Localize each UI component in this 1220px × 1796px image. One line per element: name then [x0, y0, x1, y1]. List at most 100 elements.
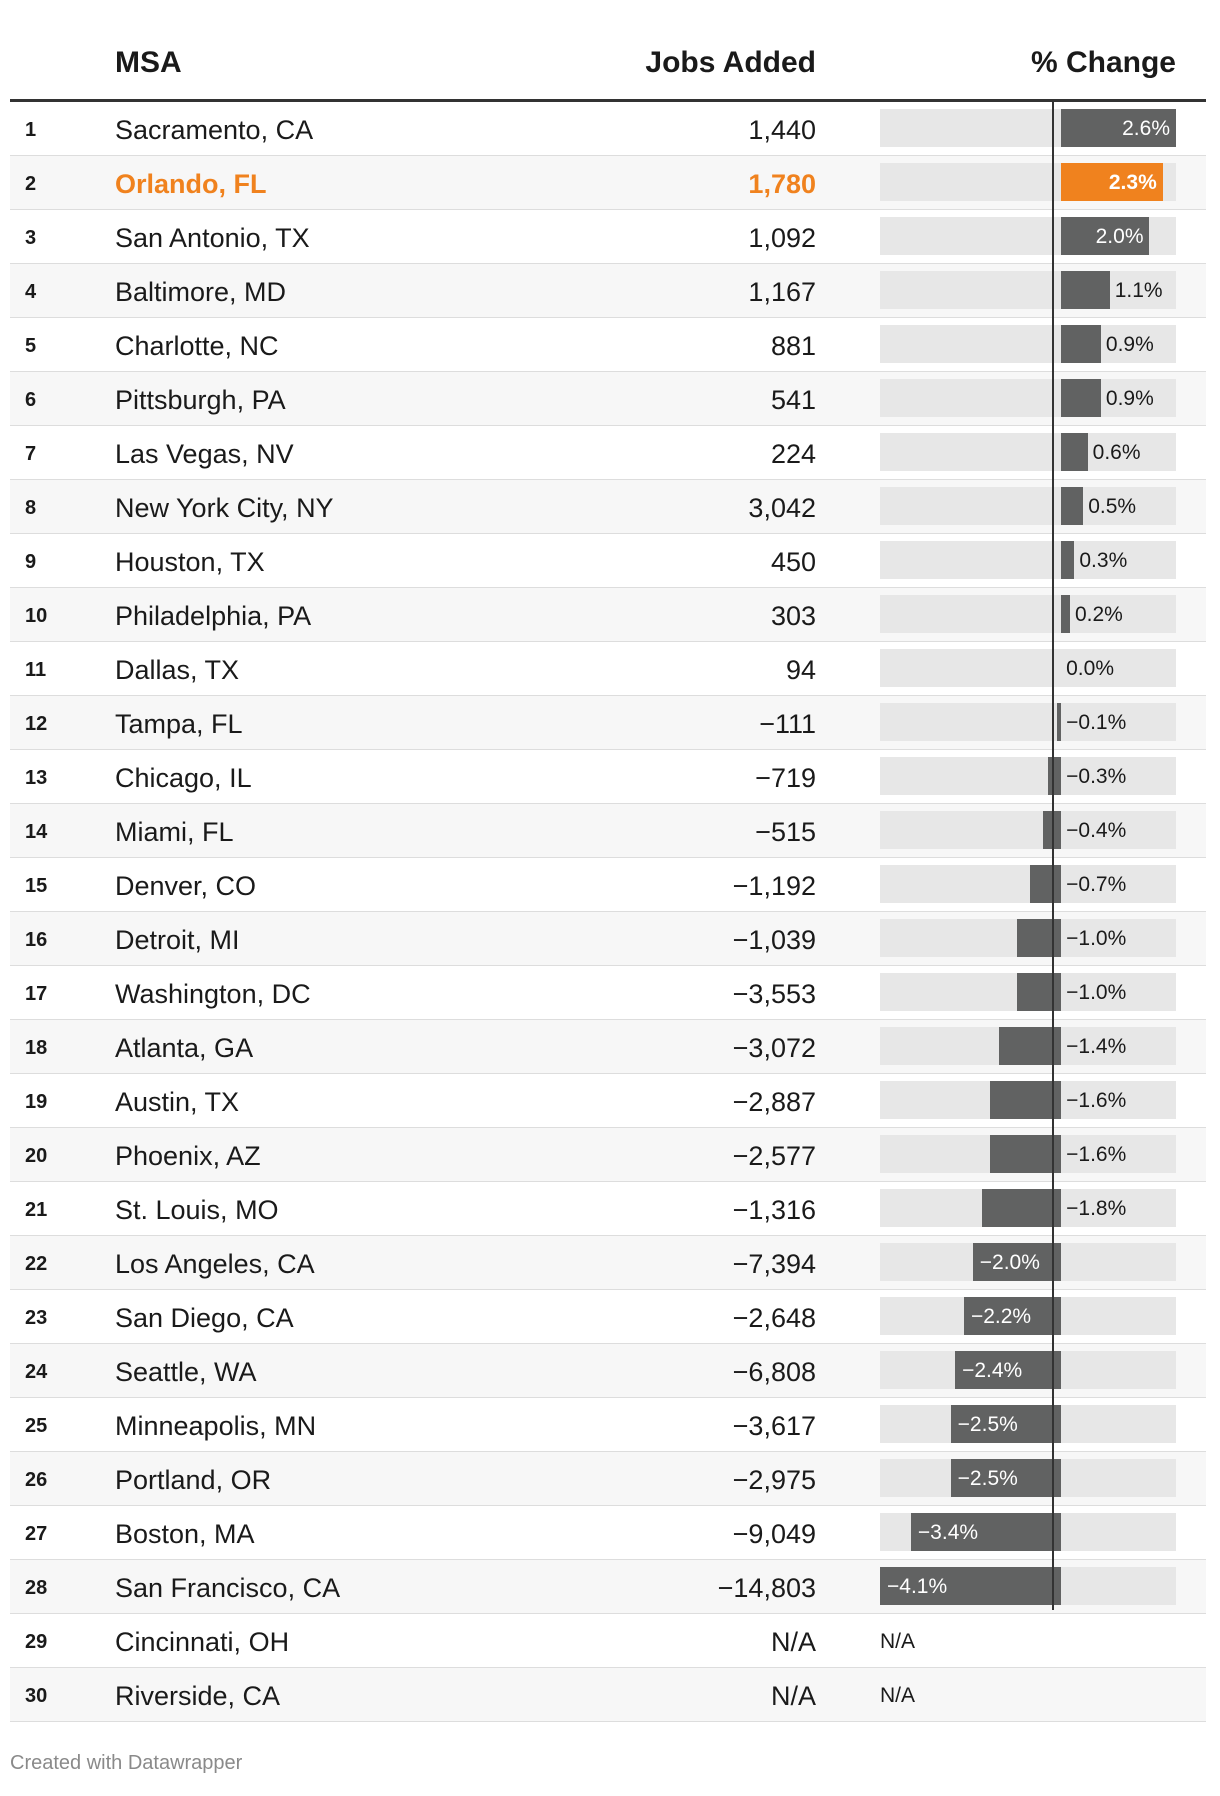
msa-cell: San Antonio, TX — [115, 223, 310, 253]
msa-cell: Miami, FL — [115, 817, 234, 847]
pct-change-bar[interactable] — [963, 1297, 1062, 1335]
pct-change-bar[interactable] — [1016, 973, 1062, 1011]
pct-change-label: 2.0% — [1095, 225, 1144, 248]
table-row: 22 Los Angeles, CA −7,394 −2.0% — [10, 1236, 1206, 1290]
rank-cell: 7 — [25, 443, 37, 465]
bar-background — [880, 541, 1176, 579]
pct-change-bar[interactable] — [1061, 595, 1070, 633]
column-header-pct-change[interactable]: % Change — [1030, 46, 1176, 79]
bar-zero-axis — [1052, 102, 1054, 1610]
pct-change-label: −2.5% — [957, 1467, 1018, 1490]
pct-change-bar-cell: 1.1% — [880, 271, 1176, 309]
pct-change-bar[interactable] — [990, 1135, 1062, 1173]
pct-change-bar-cell: 2.3% — [880, 163, 1176, 201]
msa-cell: Detroit, MI — [115, 925, 240, 955]
jobs-added-cell: −2,887 — [732, 1087, 816, 1117]
pct-change-label: −1.4% — [1066, 1035, 1127, 1058]
pct-change-label: −2.2% — [970, 1305, 1032, 1328]
pct-change-bar-cell: 2.6% — [880, 109, 1176, 147]
pct-change-bar[interactable] — [1030, 865, 1062, 903]
pct-change-bar-cell: 0.2% — [880, 595, 1176, 633]
pct-change-bar[interactable] — [955, 1351, 1062, 1389]
jobs-added-cell: 94 — [785, 655, 816, 685]
pct-change-bar[interactable] — [880, 1567, 1062, 1605]
msa-cell: Houston, TX — [115, 547, 265, 577]
msa-cell: Dallas, TX — [115, 655, 240, 685]
rank-cell: 22 — [25, 1253, 48, 1275]
pct-change-bar-cell: −2.4% — [880, 1351, 1176, 1389]
msa-cell: Seattle, WA — [115, 1357, 257, 1387]
msa-cell: Phoenix, AZ — [115, 1141, 261, 1171]
table-row: 14 Miami, FL −515 −0.4% — [10, 804, 1206, 858]
pct-change-bar-cell: −3.4% — [880, 1513, 1176, 1551]
pct-change-label: −0.4% — [1066, 819, 1127, 842]
pct-change-bar[interactable] — [950, 1405, 1062, 1443]
pct-change-bar[interactable] — [1061, 487, 1084, 525]
jobs-added-cell: −2,577 — [732, 1141, 816, 1171]
jobs-added-cell: −2,648 — [732, 1303, 816, 1333]
pct-change-bar-cell: −0.7% — [880, 865, 1176, 903]
table-row: 29 Cincinnati, OH N/A N/A — [10, 1614, 1206, 1668]
pct-change-bar[interactable] — [1056, 703, 1062, 741]
table-row: 16 Detroit, MI −1,039 −1.0% — [10, 912, 1206, 966]
jobs-added-cell: −111 — [759, 709, 816, 739]
rank-cell: 8 — [25, 497, 37, 519]
pct-change-bar[interactable] — [1061, 325, 1101, 363]
rank-cell: 15 — [25, 875, 48, 897]
jobs-added-cell: −7,394 — [732, 1249, 816, 1279]
pct-change-label: 0.6% — [1092, 441, 1141, 464]
pct-change-label: 0.2% — [1074, 603, 1123, 626]
msa-cell: New York City, NY — [115, 493, 334, 523]
pct-change-bar[interactable] — [1061, 433, 1088, 471]
table-row: 3 San Antonio, TX 1,092 2.0% — [10, 210, 1206, 264]
table-row: 27 Boston, MA −9,049 −3.4% — [10, 1506, 1206, 1560]
msa-cell: Denver, CO — [115, 871, 257, 901]
bar-background — [880, 703, 1176, 741]
rank-cell: 9 — [25, 551, 37, 573]
rank-cell: 12 — [25, 713, 48, 735]
pct-change-bar[interactable] — [950, 1459, 1062, 1497]
pct-change-bar-cell: −2.5% — [880, 1405, 1176, 1443]
pct-change-label: −0.7% — [1066, 873, 1127, 896]
msa-cell: Charlotte, NC — [115, 331, 279, 361]
rank-cell: 5 — [25, 335, 37, 357]
pct-change-bar[interactable] — [981, 1189, 1062, 1227]
pct-change-label: −0.3% — [1066, 765, 1127, 788]
column-header-msa[interactable]: MSA — [115, 46, 182, 79]
pct-change-bar[interactable] — [1061, 163, 1163, 201]
pct-change-bar[interactable] — [1061, 109, 1176, 147]
pct-change-bar[interactable] — [1061, 541, 1075, 579]
pct-change-bar[interactable] — [1061, 217, 1150, 255]
footer-credit[interactable]: Created with Datawrapper — [10, 1752, 243, 1774]
rank-cell: 16 — [25, 929, 48, 951]
jobs-added-cell: 450 — [770, 547, 816, 577]
pct-change-bar-cell: −0.1% — [880, 703, 1176, 741]
pct-change-bar-cell: −0.4% — [880, 811, 1176, 849]
column-header-jobs-added[interactable]: Jobs Added — [645, 46, 816, 79]
msa-cell: Atlanta, GA — [115, 1033, 254, 1063]
rank-cell: 28 — [25, 1577, 48, 1599]
pct-change-bar[interactable] — [1047, 757, 1062, 795]
msa-cell: San Diego, CA — [115, 1303, 294, 1333]
pct-change-bar[interactable] — [1061, 379, 1101, 417]
msa-cell: Cincinnati, OH — [115, 1627, 290, 1657]
table-row: 20 Phoenix, AZ −2,577 −1.6% — [10, 1128, 1206, 1182]
pct-change-bar[interactable] — [1016, 919, 1062, 957]
pct-change-bar-cell: 2.0% — [880, 217, 1176, 255]
jobs-added-cell: 303 — [770, 601, 816, 631]
pct-change-bar[interactable] — [1061, 271, 1110, 309]
rank-cell: 20 — [25, 1145, 48, 1167]
rank-cell: 18 — [25, 1037, 48, 1059]
pct-change-label: −2.5% — [957, 1413, 1018, 1436]
jobs-added-cell: 1,440 — [748, 115, 816, 145]
rank-cell: 29 — [25, 1631, 48, 1653]
pct-change-bar[interactable] — [910, 1513, 1062, 1551]
rank-cell: 2 — [25, 173, 37, 195]
rank-cell: 24 — [25, 1361, 48, 1383]
pct-change-bar-cell: −1.8% — [880, 1189, 1176, 1227]
pct-change-bar[interactable] — [972, 1243, 1062, 1281]
jobs-added-cell: −515 — [755, 817, 816, 847]
pct-change-bar-cell: −1.6% — [880, 1081, 1176, 1119]
pct-change-bar[interactable] — [990, 1081, 1062, 1119]
pct-change-bar[interactable] — [999, 1027, 1062, 1065]
